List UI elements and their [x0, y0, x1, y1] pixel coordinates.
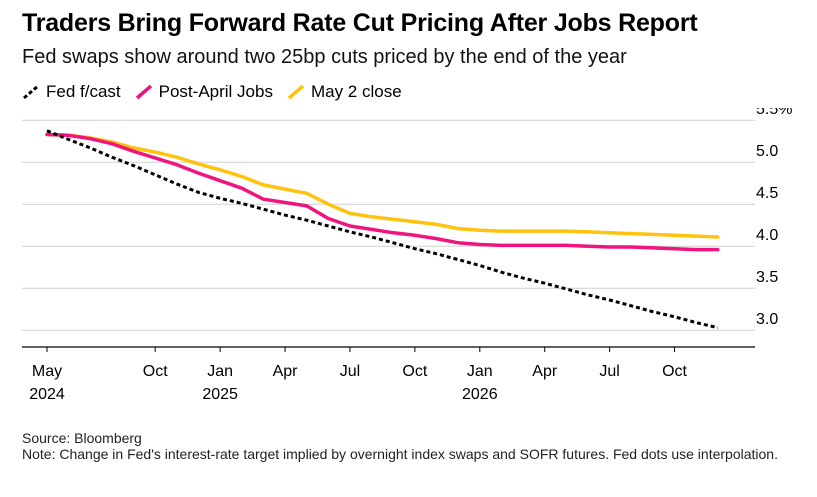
legend-item-fed-fcast: Fed f/cast [22, 82, 121, 102]
x-tick-label: Oct [143, 363, 168, 380]
x-tick-label: Jul [340, 363, 360, 380]
y-tick-label: 3.0 [756, 311, 778, 328]
x-tick-label: Apr [273, 363, 299, 380]
legend: Fed f/cast Post-April Jobs May 2 close [22, 80, 416, 104]
source-note: Source: Bloomberg [22, 430, 142, 446]
x-tick-label: Jan [467, 363, 493, 380]
x-tick-year-label: 2024 [29, 386, 65, 403]
x-tick-label: Jul [599, 363, 619, 380]
legend-label-post-april-jobs: Post-April Jobs [158, 82, 273, 101]
x-tick-year-label: 2026 [462, 386, 498, 403]
legend-swatch-fed-fcast [23, 84, 39, 100]
series-line-may-2-close [45, 132, 720, 239]
legend-swatch-post-april-jobs [135, 84, 152, 100]
y-tick-label: 5.0 [756, 143, 778, 160]
chart-subtitle: Fed swaps show around two 25bp cuts pric… [22, 46, 627, 68]
y-tick-label: 4.5 [756, 185, 778, 202]
legend-label-fed-fcast: Fed f/cast [46, 82, 121, 101]
line-chart: 3.0 3.5 4.0 4.5 5.0 5.5% May 2024 Oct Jan 2025 Apr J… [22, 108, 792, 403]
legend-label-may-2-close: May 2 close [310, 82, 402, 101]
x-tick-label: May [32, 363, 62, 380]
series-line-post-april-jobs [45, 132, 720, 252]
legend-swatch-may-2-close [287, 84, 305, 100]
legend-item-post-april-jobs: Post-April Jobs [135, 82, 273, 102]
y-tick-label: 3.5 [756, 269, 778, 286]
x-tick-label: Oct [402, 363, 427, 380]
legend-item-may-2-close: May 2 close [287, 82, 402, 102]
x-tick-label: Oct [662, 363, 687, 380]
x-tick-label: Apr [532, 363, 558, 380]
y-tick-label: 4.0 [756, 227, 778, 244]
footer: Source: Bloomberg Note: Change in Fed's … [22, 430, 792, 462]
chart-title: Traders Bring Forward Rate Cut Pricing A… [22, 9, 698, 37]
series-line-fed-f-cast [46, 129, 719, 330]
x-tick-label: Jan [207, 363, 233, 380]
y-tick-label: 5.5% [756, 108, 792, 118]
methodology-note: Note: Change in Fed's interest-rate targ… [22, 446, 778, 462]
x-tick-year-label: 2025 [202, 386, 238, 403]
